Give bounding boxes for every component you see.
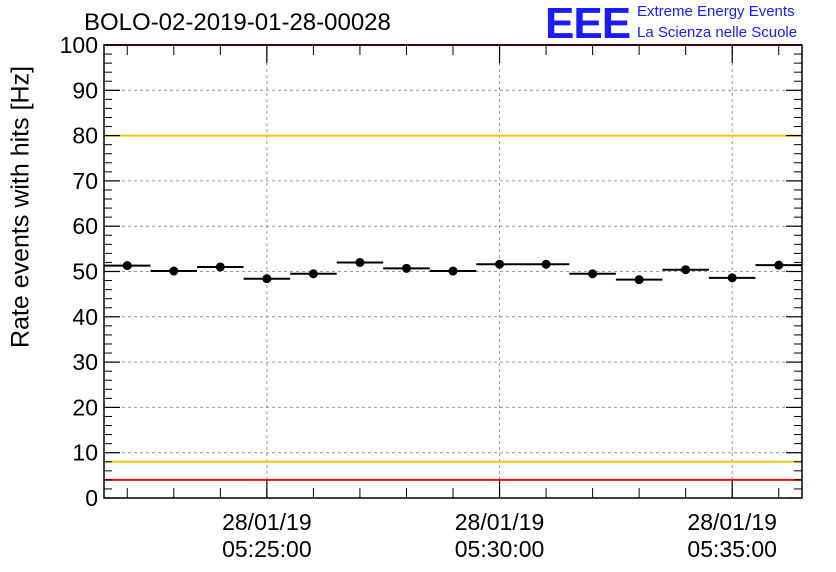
y-tick-label: 60 xyxy=(72,213,98,239)
data-point xyxy=(215,262,225,272)
data-point xyxy=(169,266,179,276)
chart-title: BOLO-02-2019-01-28-00028 xyxy=(84,9,391,36)
x-tick-label-date: 28/01/19 xyxy=(455,509,545,535)
y-tick-label: 20 xyxy=(72,394,98,420)
y-tick-label: 40 xyxy=(72,304,98,330)
data-point xyxy=(541,259,551,269)
x-tick-label-time: 05:35:00 xyxy=(687,536,777,562)
logo-subtitle-1: Extreme Energy Events xyxy=(637,3,795,20)
reference-lines xyxy=(104,44,802,481)
axis-ticks xyxy=(104,44,802,499)
data-point xyxy=(308,269,318,279)
x-tick-label-date: 28/01/19 xyxy=(222,509,312,535)
x-tick-label-time: 05:30:00 xyxy=(455,536,545,562)
y-tick-label: 50 xyxy=(72,259,98,285)
y-tick-label: 80 xyxy=(72,123,98,149)
eee-logo: EEE xyxy=(545,0,631,48)
data-point xyxy=(727,273,737,283)
logo-subtitle-2: La Scienza nelle Scuole xyxy=(637,24,798,41)
y-tick-label: 0 xyxy=(85,485,98,511)
tick-labels: 010203040506070809010028/01/1905:25:0028… xyxy=(60,32,777,562)
y-tick-label: 30 xyxy=(72,349,98,375)
y-tick-label: 90 xyxy=(72,77,98,103)
data-point xyxy=(262,274,272,284)
data-point xyxy=(634,275,644,285)
data-point xyxy=(448,266,458,276)
data-point xyxy=(401,263,411,273)
x-tick-label-time: 05:25:00 xyxy=(222,536,312,562)
y-axis-label-text: Rate events with hits [Hz] xyxy=(6,65,35,349)
x-tick-label-date: 28/01/19 xyxy=(687,509,777,535)
data-series xyxy=(104,257,802,285)
data-point xyxy=(495,259,505,269)
y-tick-label: 70 xyxy=(72,168,98,194)
data-point xyxy=(774,260,784,270)
data-point xyxy=(355,257,365,267)
y-tick-label: 10 xyxy=(72,440,98,466)
data-point xyxy=(588,269,598,279)
y-tick-label: 100 xyxy=(60,32,98,58)
data-point xyxy=(122,261,132,271)
data-point xyxy=(681,265,691,275)
